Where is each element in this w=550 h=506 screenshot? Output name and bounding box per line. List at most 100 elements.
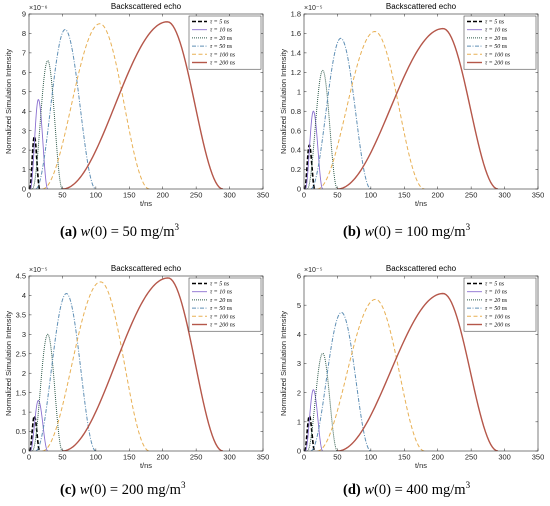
series-line-6: [337, 292, 499, 451]
x-tick-label: 150: [398, 191, 411, 200]
x-tick-label: 350: [532, 191, 545, 200]
y-tick-label: 0: [22, 447, 26, 456]
legend-entry-label: τ = 50 ns: [210, 44, 233, 50]
legend-entry-label: τ = 20 ns: [485, 36, 508, 42]
chart-panel-a: Backscattered echo×10⁻⁶0 50 100 150 200 250 30…: [4, 2, 270, 208]
x-tick-label: 100: [365, 453, 378, 462]
x-tick-label: 300: [498, 191, 511, 200]
y-tick-label: 3.5: [16, 310, 26, 319]
series-line-3: [307, 352, 338, 451]
y-tick-label: 4: [22, 107, 26, 116]
y-tick-label: 1.4: [291, 48, 301, 57]
series-line-6: [337, 27, 499, 189]
y-exponent-label: ×10⁻⁵: [29, 267, 48, 274]
caption-label: (a): [60, 224, 77, 240]
x-tick-label: 250: [190, 191, 203, 200]
x-axis-label: t/ns: [140, 461, 152, 470]
chart-panel-d: Backscattered echo×10⁻⁵0 50 100 150 200 250 30…: [279, 264, 544, 470]
legend-entry-label: τ = 10 ns: [210, 290, 233, 296]
series-line-3: [32, 333, 63, 451]
y-tick-label: 1.8: [291, 10, 301, 19]
chart-title: Backscattered echo: [386, 2, 457, 11]
y-tick-label: 5: [297, 301, 301, 310]
x-axis-label: t/ns: [415, 461, 427, 470]
legend-entry-label: τ = 10 ns: [210, 28, 233, 34]
y-tick-label: 2: [22, 146, 26, 155]
y-tick-label: 1: [297, 87, 301, 96]
x-tick-label: 0: [302, 453, 306, 462]
legend: τ = 5 ns τ = 10 ns τ = 20 ns τ = 50 ns τ = 1…: [188, 15, 262, 70]
caption-formula: w(0) = 200 mg/m3: [79, 480, 186, 499]
legend-entry-label: τ = 100 ns: [210, 52, 236, 58]
series-group: [304, 27, 499, 189]
axes-box: [28, 13, 264, 190]
caption-superscript: 3: [465, 222, 471, 232]
caption-superscript: 3: [465, 480, 471, 490]
y-tick-label: 0: [22, 185, 26, 194]
legend-entry-label: τ = 50 ns: [210, 306, 233, 312]
y-tick-label: 2.5: [16, 349, 26, 358]
legend-box: [463, 277, 537, 332]
series-group: [29, 21, 224, 189]
x-tick-label: 150: [123, 453, 136, 462]
x-tick-label: 350: [257, 453, 270, 462]
legend: τ = 5 ns τ = 10 ns τ = 20 ns τ = 50 ns τ = 1…: [463, 15, 537, 70]
caption-formula: w(0) = 100 mg/m3: [364, 222, 471, 241]
chart-title: Backscattered echo: [386, 264, 457, 273]
x-tick-label: 100: [365, 191, 378, 200]
x-tick-label: 200: [156, 453, 169, 462]
chart-title: Backscattered echo: [111, 264, 182, 273]
y-tick-label: 4.5: [16, 272, 26, 281]
caption-formula: w(0) = 50 mg/m3: [80, 222, 180, 241]
x-tick-label: 150: [398, 453, 411, 462]
chart-title: Backscattered echo: [111, 2, 182, 11]
y-tick-label: 6: [297, 272, 301, 281]
x-tick-label: 250: [190, 453, 203, 462]
y-tick-label: 0.4: [291, 146, 301, 155]
legend-entry-label: τ = 20 ns: [210, 298, 233, 304]
legend-entry-label: τ = 5 ns: [485, 20, 505, 26]
y-exponent-label: ×10⁻⁵: [304, 267, 323, 274]
y-tick-label: 2: [22, 369, 26, 378]
x-tick-label: 200: [431, 191, 444, 200]
y-tick-label: 2: [297, 388, 301, 397]
x-tick-label: 0: [302, 191, 306, 200]
axes-box: [28, 275, 264, 452]
x-axis-label: t/ns: [140, 199, 152, 208]
x-tick-label: 250: [465, 191, 478, 200]
y-tick-label: 1.2: [291, 68, 301, 77]
panel-caption: (c) w(0) = 200 mg/m3: [60, 480, 186, 499]
series-line-5: [317, 298, 425, 451]
legend-entry-label: τ = 50 ns: [485, 306, 508, 312]
legend: τ = 5 ns τ = 10 ns τ = 20 ns τ = 50 ns τ = 1…: [188, 277, 262, 332]
caption-label: (b): [343, 224, 361, 240]
x-tick-label: 0: [27, 453, 31, 462]
series-line-4: [35, 29, 96, 189]
y-exponent-label: ×10⁻⁶: [29, 5, 48, 12]
legend-entry-label: τ = 100 ns: [485, 52, 511, 58]
y-tick-label: 0: [297, 185, 301, 194]
legend-box: [463, 15, 537, 70]
legend-entry-label: τ = 5 ns: [210, 282, 230, 288]
x-tick-label: 350: [257, 191, 270, 200]
chart-panel-b: Backscattered echo ×10⁻⁵ 0 50 100 150 200 250 30…: [279, 2, 545, 208]
y-axis-label: Normalized Simulation Intensity: [279, 49, 288, 154]
legend-entry-label: τ = 200 ns: [210, 61, 236, 67]
y-tick-label: 1: [22, 408, 26, 417]
axes-box: [303, 13, 539, 190]
series-line-2: [305, 110, 323, 189]
caption-label: (c): [60, 482, 77, 498]
series-line-5: [42, 281, 150, 451]
y-tick-label: 3: [22, 126, 26, 135]
y-tick-label: 3: [297, 359, 301, 368]
chart-panel-c: Backscattered echo×10⁻⁵0 50 100 150 200 250 30…: [4, 264, 270, 470]
x-tick-label: 150: [123, 191, 136, 200]
legend-box: [188, 15, 262, 70]
y-tick-label: 5: [22, 87, 26, 96]
x-tick-label: 50: [333, 191, 341, 200]
series-line-5: [42, 23, 150, 189]
y-tick-label: 0.8: [291, 107, 301, 116]
y-tick-label: 1: [297, 417, 301, 426]
x-tick-label: 300: [223, 453, 236, 462]
